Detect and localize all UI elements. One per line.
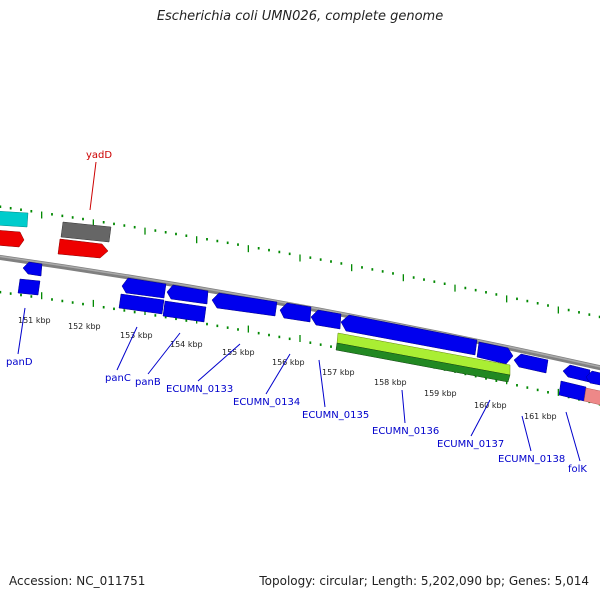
tick-label: 161 kbp xyxy=(524,412,557,421)
gene-leader-line xyxy=(89,161,97,211)
cds-right-small xyxy=(562,364,591,383)
tick-label: 156 kbp xyxy=(272,358,305,367)
cds-ECUMN_0133 xyxy=(211,292,278,317)
gene-leader-line xyxy=(17,307,26,355)
tick-labels: 151 kbp 152 kbp 153 kbp 154 kbp 155 kbp 156 k… xyxy=(18,316,557,421)
gene-label: ECUMN_0136 xyxy=(372,426,439,437)
tick-label: 153 kbp xyxy=(120,331,153,340)
rna-feature-yadD xyxy=(57,238,109,259)
rna-feature-left xyxy=(0,230,25,248)
gene-label: ECUMN_0137 xyxy=(437,439,504,450)
tick-label: 158 kbp xyxy=(374,378,407,387)
cds-ECUMN_0135 xyxy=(310,309,342,330)
cds-right-edge xyxy=(585,370,600,386)
tick-label: 155 kbp xyxy=(222,348,255,357)
cds-ECUMN_0137 xyxy=(476,341,514,365)
pink-feature xyxy=(583,387,600,406)
gene-leader-line xyxy=(116,326,138,371)
highlight-dark-green xyxy=(335,342,511,383)
tick-label: 154 kbp xyxy=(170,340,203,349)
cds-panC xyxy=(118,293,165,315)
tick-label: 152 kbp xyxy=(68,322,101,331)
gene-leader-line xyxy=(521,415,532,452)
gene-leader-line xyxy=(318,359,326,408)
tick-label: 160 kbp xyxy=(474,401,507,410)
tick-label: 157 kbp xyxy=(322,368,355,377)
gene-label: yadD xyxy=(86,150,112,161)
tick-label: 159 kbp xyxy=(424,389,457,398)
gene-leader-line xyxy=(197,343,241,382)
tick-label: 151 kbp xyxy=(18,316,51,325)
gene-label: panB xyxy=(135,377,161,388)
cds-ECUMN_0136 xyxy=(340,314,478,356)
cds-panC-upper xyxy=(121,277,167,299)
gene-leader-line xyxy=(401,389,406,424)
cds-folK xyxy=(558,380,587,402)
pseudo-feature-yadD xyxy=(60,221,112,243)
genome-summary-text: Topology: circular; Length: 5,202,090 bp… xyxy=(259,574,589,588)
cds-panD xyxy=(17,278,41,296)
gene-label: ECUMN_0138 xyxy=(498,454,565,465)
cds-small-1 xyxy=(22,261,43,277)
accession-text: Accession: NC_011751 xyxy=(9,574,146,588)
gene-label: ECUMN_0135 xyxy=(302,410,369,421)
gene-label: ECUMN_0134 xyxy=(233,397,300,408)
gene-label: panD xyxy=(6,357,33,368)
cds-panB-upper xyxy=(166,284,209,305)
cds-ECUMN_0134 xyxy=(279,302,312,323)
gene-label: ECUMN_0133 xyxy=(166,384,233,395)
gene-leader-line xyxy=(265,353,291,395)
gene-leader-line xyxy=(565,411,581,462)
gene-leader-line xyxy=(147,332,181,375)
gene-leader-line xyxy=(470,399,491,437)
cyan-feature xyxy=(0,211,29,228)
cds-panB xyxy=(162,300,207,323)
gene-label: panC xyxy=(105,373,131,384)
gene-label: folK xyxy=(568,464,587,475)
cds-ECUMN_0138 xyxy=(513,353,549,374)
map-title: Escherichia coli UMN026, complete genome xyxy=(156,9,444,24)
